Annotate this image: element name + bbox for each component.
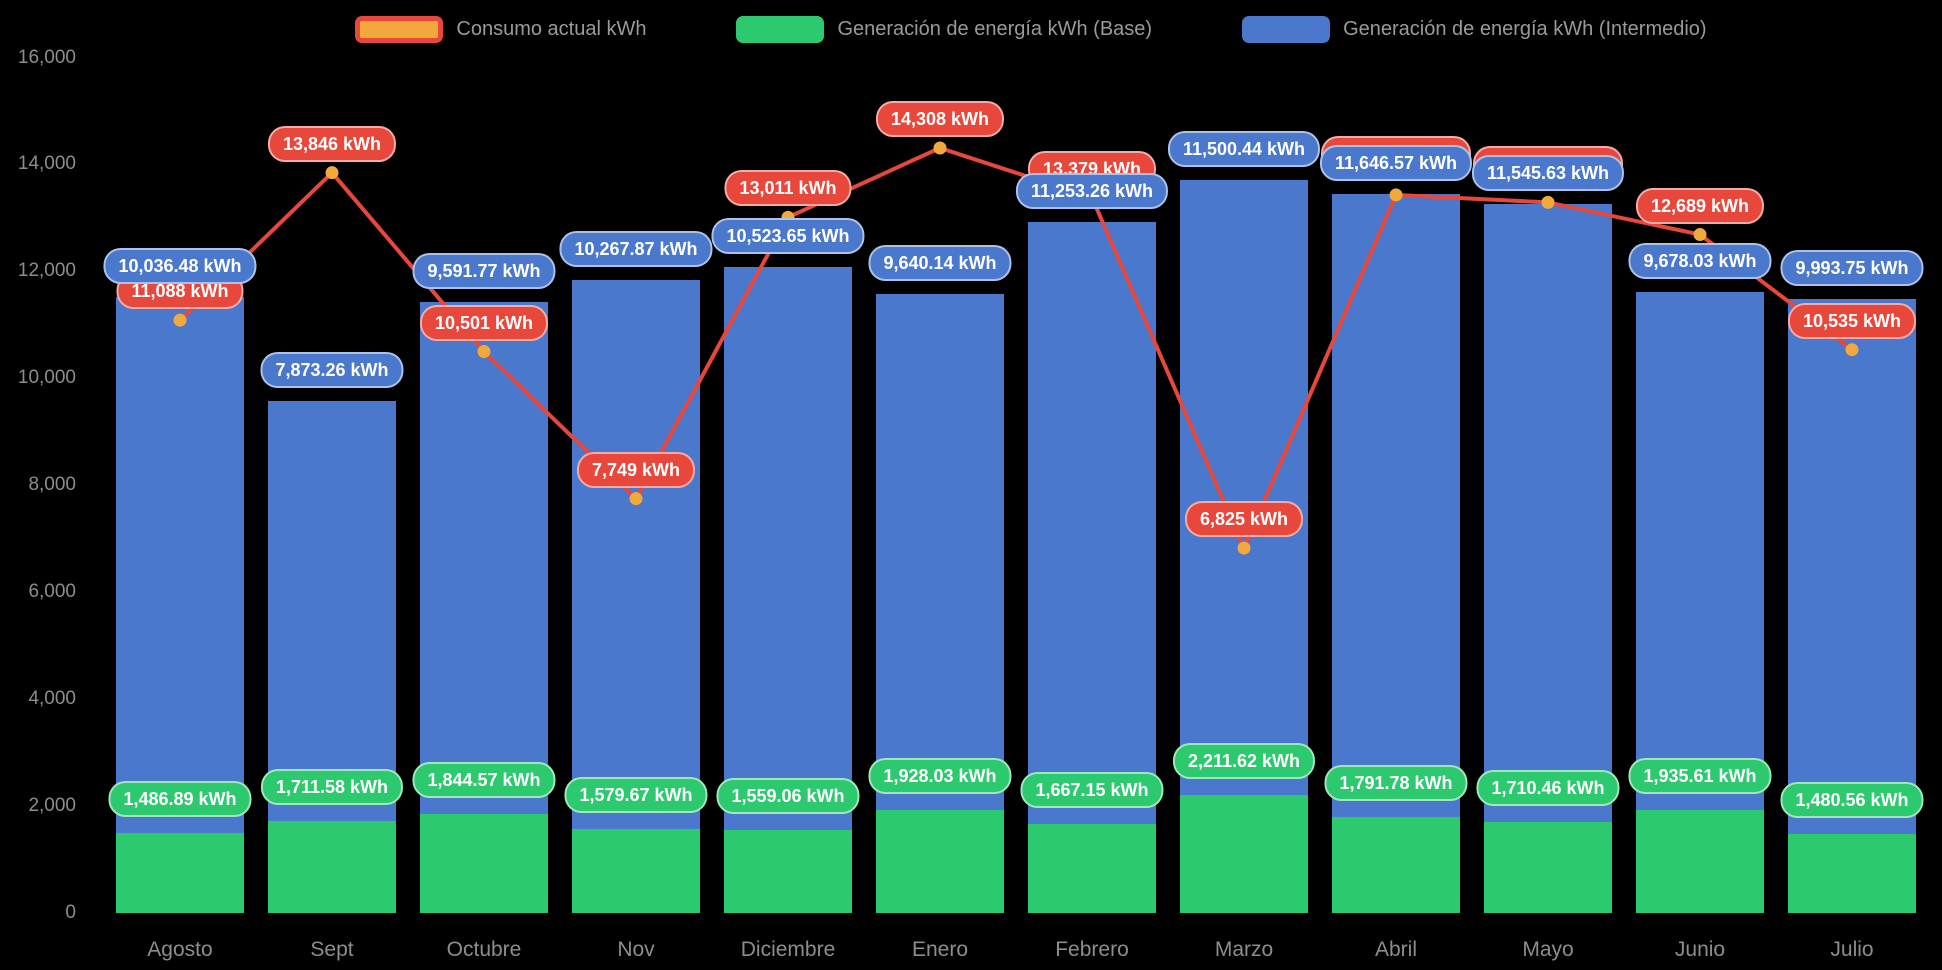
legend-swatch-intermedio-icon bbox=[1242, 16, 1331, 43]
base-label-junio: 1,935.61 kWh bbox=[1628, 757, 1772, 794]
bar-base-julio[interactable] bbox=[1788, 833, 1916, 913]
bar-intermedio-abril[interactable] bbox=[1332, 194, 1460, 818]
bar-intermedio-julio[interactable] bbox=[1788, 299, 1916, 834]
consumption-point-sept[interactable] bbox=[325, 166, 339, 180]
x-tick-label-octubre: Octubre bbox=[446, 938, 522, 961]
y-tick-label: 4,000 bbox=[28, 688, 76, 710]
bar-intermedio-febrero[interactable] bbox=[1028, 222, 1156, 824]
x-tick-label-nov: Nov bbox=[617, 938, 655, 961]
x-tick-label-agosto: Agosto bbox=[147, 938, 213, 961]
bar-intermedio-octubre[interactable] bbox=[420, 301, 548, 815]
intermedio-label-febrero: 11,253.26 kWh bbox=[1015, 173, 1169, 210]
y-tick-label: 12,000 bbox=[17, 260, 76, 282]
legend-label-consumo: Consumo actual kWh bbox=[456, 18, 647, 40]
bar-intermedio-sept[interactable] bbox=[268, 400, 396, 822]
x-tick-label-febrero: Febrero bbox=[1055, 938, 1129, 961]
consumption-point-julio[interactable] bbox=[1845, 343, 1859, 357]
consumption-point-enero[interactable] bbox=[933, 141, 947, 155]
intermedio-label-nov: 10,267.87 kWh bbox=[559, 230, 713, 267]
chart-legend: Consumo actual kWh Generación de energía… bbox=[120, 16, 1942, 43]
bar-intermedio-enero[interactable] bbox=[876, 294, 1004, 810]
consumption-label-nov: 7,749 kWh bbox=[576, 451, 696, 488]
bar-base-agosto[interactable] bbox=[116, 833, 244, 913]
consumption-label-enero: 14,308 kWh bbox=[875, 100, 1005, 137]
legend-swatch-base-icon bbox=[736, 16, 825, 43]
intermedio-label-octubre: 9,591.77 kWh bbox=[412, 252, 556, 289]
consumption-point-mayo[interactable] bbox=[1541, 195, 1555, 209]
base-label-diciembre: 1,559.06 kWh bbox=[716, 777, 860, 814]
consumption-point-octubre[interactable] bbox=[477, 345, 491, 359]
base-label-febrero: 1,667.15 kWh bbox=[1020, 771, 1164, 808]
legend-label-base: Generación de energía kWh (Base) bbox=[837, 18, 1153, 40]
x-tick-label-enero: Enero bbox=[911, 938, 969, 961]
x-tick-label-julio: Julio bbox=[1830, 938, 1874, 961]
intermedio-label-agosto: 10,036.48 kWh bbox=[103, 247, 257, 284]
bar-base-enero[interactable] bbox=[876, 809, 1004, 913]
y-tick-label: 16,000 bbox=[17, 46, 76, 68]
x-tick-label-abril: Abril bbox=[1374, 938, 1418, 961]
bar-intermedio-junio[interactable] bbox=[1636, 292, 1764, 810]
y-tick-label: 8,000 bbox=[28, 474, 76, 496]
bar-base-febrero[interactable] bbox=[1028, 823, 1156, 913]
y-tick-label: 2,000 bbox=[28, 795, 76, 817]
consumption-label-julio: 10,535 kWh bbox=[1787, 302, 1917, 339]
bar-intermedio-nov[interactable] bbox=[572, 279, 700, 829]
bar-base-junio[interactable] bbox=[1636, 809, 1764, 913]
consumption-point-abril[interactable] bbox=[1389, 188, 1403, 202]
x-tick-label-marzo: Marzo bbox=[1214, 938, 1274, 961]
consumption-label-junio: 12,689 kWh bbox=[1635, 187, 1765, 224]
intermedio-label-julio: 9,993.75 kWh bbox=[1780, 250, 1924, 287]
intermedio-label-junio: 9,678.03 kWh bbox=[1628, 243, 1772, 280]
bar-intermedio-marzo[interactable] bbox=[1180, 179, 1308, 795]
bar-intermedio-agosto[interactable] bbox=[116, 296, 244, 834]
bar-base-octubre[interactable] bbox=[420, 814, 548, 913]
intermedio-label-abril: 11,646.57 kWh bbox=[1319, 145, 1473, 182]
legend-item-generacion-base[interactable]: Generación de energía kWh (Base) bbox=[736, 16, 1152, 43]
legend-label-intermedio: Generación de energía kWh (Intermedio) bbox=[1343, 18, 1707, 40]
base-label-enero: 1,928.03 kWh bbox=[868, 757, 1012, 794]
base-label-sept: 1,711.58 kWh bbox=[260, 769, 404, 806]
legend-item-generacion-intermedio[interactable]: Generación de energía kWh (Intermedio) bbox=[1242, 16, 1707, 43]
base-label-abril: 1,791.78 kWh bbox=[1324, 765, 1468, 802]
intermedio-label-sept: 7,873.26 kWh bbox=[260, 351, 404, 388]
intermedio-label-enero: 9,640.14 kWh bbox=[868, 245, 1012, 282]
consumption-point-nov[interactable] bbox=[629, 492, 643, 506]
legend-swatch-consumo-icon bbox=[355, 16, 444, 43]
base-label-marzo: 2,211.62 kWh bbox=[1172, 742, 1316, 779]
intermedio-label-mayo: 11,545.63 kWh bbox=[1471, 155, 1625, 192]
bar-intermedio-mayo[interactable] bbox=[1484, 204, 1612, 822]
consumption-label-diciembre: 13,011 kWh bbox=[724, 170, 852, 207]
bar-intermedio-diciembre[interactable] bbox=[724, 266, 852, 830]
x-tick-label-diciembre: Diciembre bbox=[740, 938, 836, 961]
bar-base-diciembre[interactable] bbox=[724, 829, 852, 913]
intermedio-label-diciembre: 10,523.65 kWh bbox=[711, 217, 865, 254]
bar-base-mayo[interactable] bbox=[1484, 821, 1612, 913]
base-label-julio: 1,480.56 kWh bbox=[1780, 781, 1924, 818]
y-tick-label: 6,000 bbox=[28, 581, 76, 603]
consumption-point-marzo[interactable] bbox=[1237, 541, 1251, 555]
consumption-point-junio[interactable] bbox=[1693, 228, 1707, 242]
consumption-label-sept: 13,846 kWh bbox=[267, 125, 397, 162]
bar-base-marzo[interactable] bbox=[1180, 794, 1308, 913]
bar-base-sept[interactable] bbox=[268, 821, 396, 913]
x-tick-label-junio: Junio bbox=[1674, 938, 1726, 961]
consumption-point-agosto[interactable] bbox=[173, 313, 187, 327]
base-label-nov: 1,579.67 kWh bbox=[564, 776, 708, 813]
x-tick-label-sept: Sept bbox=[310, 938, 354, 961]
base-label-mayo: 1,710.46 kWh bbox=[1476, 769, 1620, 806]
y-tick-label: 0 bbox=[65, 902, 76, 923]
base-label-agosto: 1,486.89 kWh bbox=[108, 781, 252, 818]
base-label-octubre: 1,844.57 kWh bbox=[412, 762, 556, 799]
intermedio-label-marzo: 11,500.44 kWh bbox=[1167, 130, 1321, 167]
y-tick-label: 10,000 bbox=[17, 367, 76, 389]
consumption-label-marzo: 6,825 kWh bbox=[1184, 501, 1304, 538]
legend-item-consumo-actual[interactable]: Consumo actual kWh bbox=[355, 16, 646, 43]
bar-base-abril[interactable] bbox=[1332, 817, 1460, 913]
consumption-label-octubre: 10,501 kWh bbox=[419, 304, 549, 341]
bar-base-nov[interactable] bbox=[572, 828, 700, 913]
y-tick-label: 14,000 bbox=[17, 153, 76, 175]
x-tick-label-mayo: Mayo bbox=[1522, 938, 1574, 961]
